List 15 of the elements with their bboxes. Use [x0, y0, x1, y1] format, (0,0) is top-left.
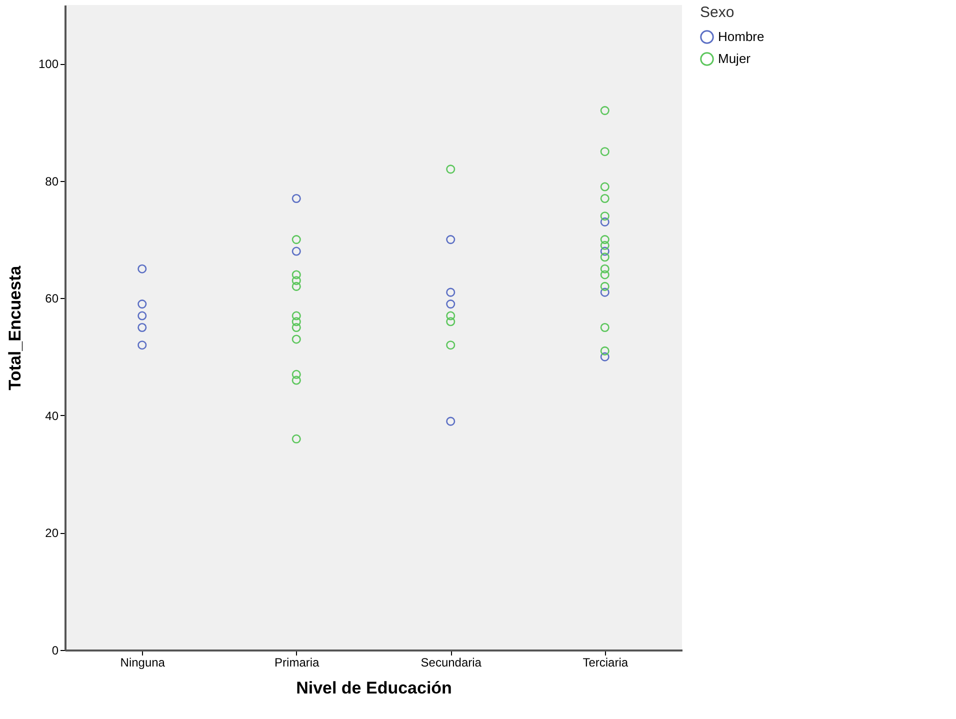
y-axis-title: Total_Encuesta: [5, 265, 24, 390]
x-tick-label: Ninguna: [120, 656, 166, 670]
y-tick-label: 60: [45, 292, 59, 306]
y-tick-label: 80: [45, 174, 59, 188]
x-tick-label: Terciaria: [582, 656, 628, 670]
x-tick-label: Secundaria: [420, 656, 482, 670]
x-axis-title: Nivel de Educación: [296, 678, 452, 698]
legend-label: Mujer: [718, 51, 752, 66]
legend-title: Sexo: [700, 4, 734, 21]
legend-label: Hombre: [718, 29, 764, 44]
y-tick-label: 20: [45, 526, 59, 540]
x-tick-label: Primaria: [274, 656, 320, 670]
y-tick-label: 40: [45, 408, 59, 423]
y-tick-label: 0: [52, 644, 59, 658]
y-tick-label: 100: [38, 57, 59, 72]
